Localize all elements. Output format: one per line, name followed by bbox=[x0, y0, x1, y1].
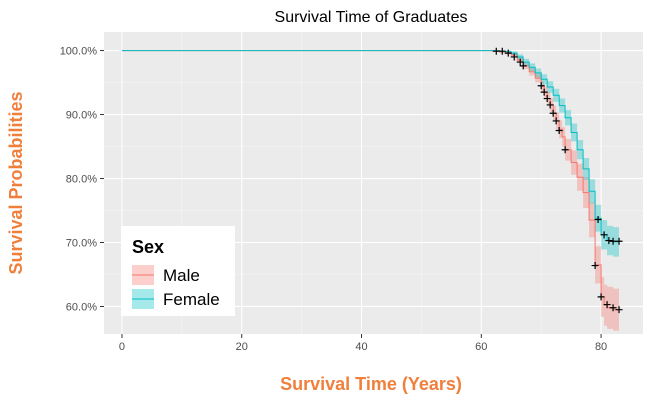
censor-mark bbox=[561, 146, 569, 154]
censor-mark bbox=[597, 293, 605, 301]
censor-mark bbox=[591, 262, 599, 270]
chart-title: Survival Time of Graduates bbox=[275, 9, 468, 26]
y-tick-label: 80.0% bbox=[66, 174, 97, 186]
censor-mark bbox=[555, 127, 563, 135]
censor-mark bbox=[609, 237, 617, 245]
legend: Sex Male Female bbox=[121, 226, 235, 316]
y-tick-label: 90.0% bbox=[66, 110, 97, 122]
censor-mark bbox=[498, 47, 506, 55]
censor-mark bbox=[537, 82, 545, 90]
y-tick-label: 100.0% bbox=[60, 46, 98, 58]
censor-mark bbox=[504, 49, 512, 57]
censor-mark bbox=[516, 58, 524, 66]
censor-mark bbox=[552, 117, 560, 125]
x-tick-label: 60 bbox=[475, 341, 487, 353]
censor-mark bbox=[540, 88, 548, 96]
censor-marks bbox=[492, 47, 623, 314]
censor-mark bbox=[492, 47, 500, 55]
censor-mark bbox=[603, 301, 611, 309]
legend-box bbox=[121, 226, 235, 316]
censor-mark bbox=[546, 101, 554, 109]
y-tick-label: 60.0% bbox=[66, 301, 97, 313]
censor-mark bbox=[549, 109, 557, 117]
y-axis-title: Survival Probabilities bbox=[6, 91, 26, 274]
x-axis-ticks: 0 20 40 60 80 bbox=[119, 334, 607, 353]
x-tick-label: 80 bbox=[595, 341, 607, 353]
legend-keys: Male Female bbox=[132, 265, 220, 309]
female-legend-label: Female bbox=[163, 290, 220, 309]
x-tick-label: 40 bbox=[355, 341, 367, 353]
x-axis-title: Survival Time (Years) bbox=[280, 374, 462, 394]
male-legend-label: Male bbox=[163, 266, 200, 285]
censor-mark bbox=[510, 53, 518, 61]
censor-mark bbox=[605, 237, 613, 245]
legend-title: Sex bbox=[132, 237, 164, 257]
censor-mark bbox=[609, 304, 617, 312]
censor-mark bbox=[543, 95, 551, 103]
y-tick-label: 70.0% bbox=[66, 238, 97, 250]
y-axis-ticks: 60.0% 70.0% 80.0% 90.0% 100.0% bbox=[60, 46, 104, 313]
censor-mark bbox=[615, 306, 623, 314]
female-survival-line bbox=[122, 50, 619, 243]
censor-mark bbox=[594, 215, 602, 223]
censor-mark bbox=[600, 231, 608, 239]
x-tick-label: 20 bbox=[236, 341, 248, 353]
censor-mark bbox=[615, 237, 623, 245]
censor-mark bbox=[519, 62, 527, 70]
x-tick-label: 0 bbox=[119, 341, 125, 353]
